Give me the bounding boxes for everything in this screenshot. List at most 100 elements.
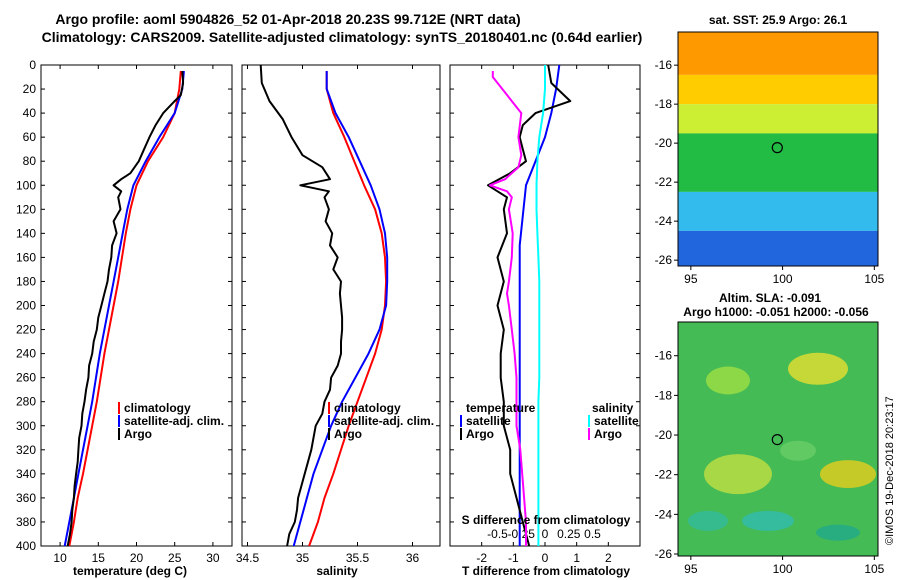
salinity-xlabel: salinity [316,564,358,578]
difference-xlabel: T difference from climatology [462,564,630,578]
y-tick-label: 20 [23,82,37,96]
figure-title-line2: Climatology: CARS2009. Satellite-adjuste… [42,29,643,45]
y-tick-label: -22 [655,468,673,482]
difference-panel: -2 -1 0 1 2 -0.5 -0.25 0 0.25 0.5 [449,64,641,565]
y-tick-label: -18 [655,97,673,111]
y-tick-label: 180 [16,274,36,288]
sla-anomaly [816,524,860,541]
map-frame [677,31,879,267]
x-tick-label: -2 [476,551,487,565]
sst-band [678,74,878,105]
y-tick-label: -20 [655,136,673,150]
y-tick-label: 240 [16,347,36,361]
x-tick-label: 2 [605,551,612,565]
y-tick-label: 40 [23,106,37,120]
sla-anomaly [706,366,750,395]
sla-map: 95 100 105 -16 -18 -20 -22 -24 -26 [655,321,885,576]
sst-band [678,104,878,134]
sla-anomaly [788,352,848,385]
map-frame [677,321,879,557]
x-tick-label: 30 [206,551,220,565]
sla-map-subtitle: Argo h1000: -0.051 h2000: -0.056 [683,305,869,319]
y-tick-label: 220 [16,323,36,337]
top-tick-label: 0 [542,527,549,541]
legend-label-satellite: satellite-adj. clim. [334,414,434,428]
series-line-temperature-satellite [518,64,561,546]
y-tick-label: 80 [23,154,37,168]
difference-legend: temperature salinity satellite Argo sate… [460,401,639,441]
y-tick-label: 100 [16,178,36,192]
x-tick-label: 34.5 [236,551,260,565]
y-tick-label: 60 [23,130,37,144]
y-tick-label: -24 [655,507,673,521]
argo-position-marker [771,142,783,154]
imos-credit: ©IMOS 19-Dec-2018 20:23:17 [884,396,896,545]
legend-header-salinity: salinity [592,401,634,415]
x-tick-label: 95 [684,562,698,576]
legend-label-satellite: satellite-adj. clim. [124,414,224,428]
temperature-legend: climatology satellite-adj. clim. Argo [118,401,224,441]
temperature-xlabel: temperature (deg C) [73,564,187,578]
y-tick-label: -16 [655,58,673,72]
x-tick-label: 10 [53,551,67,565]
series-line-salinity-satellite [535,65,546,546]
x-tick-label: 35 [296,551,310,565]
sst-map: 95 100 105 -16 -18 -20 -22 -24 -26 [655,31,885,286]
y-tick-label: -24 [655,214,673,228]
y-tick-label: -18 [655,388,673,402]
x-tick-label: 95 [684,272,698,286]
legend-label-temp-argo: Argo [466,427,494,441]
top-tick-label: -0.5 [487,527,508,541]
y-tick-label: 380 [16,515,36,529]
y-tick-label: 260 [16,371,36,385]
sst-band [678,32,878,75]
legend-label-argo: Argo [334,427,362,441]
sla-anomaly [820,460,876,489]
x-tick-label: 25 [168,551,182,565]
sla-anomaly [742,510,794,531]
temperature-panel: 0 20 40 60 80 100 120 140 160 180 200 220 240 260 280 3… [16,58,233,565]
x-tick-label: 0 [542,551,549,565]
y-tick-label: -22 [655,175,673,189]
sla-map-title: Altim. SLA: -0.091 [719,291,821,305]
series-line-climatology [68,70,182,547]
x-tick-label: 1 [573,551,580,565]
series-line-satellite-adj-clim- [63,70,185,547]
legend-label-temp-satellite: satellite [466,414,511,428]
sla-anomaly [780,440,816,461]
y-tick-label: -26 [655,253,673,267]
series-line-temperature-argo [487,64,572,547]
y-tick-label: 280 [16,395,36,409]
argo-position-marker [771,433,783,446]
sst-band [678,230,878,266]
legend-label-argo: Argo [124,427,152,441]
legend-label-climatology: climatology [334,401,401,415]
y-tick-label: 200 [16,299,36,313]
sla-anomaly [704,454,772,495]
series-line-argo [259,64,344,547]
y-tick-label: -16 [655,349,673,363]
y-tick-label: 140 [16,226,36,240]
x-tick-label: 105 [864,562,884,576]
x-tick-label: 100 [773,272,793,286]
sla-anomaly [688,510,728,531]
figure-title-line1: Argo profile: aoml 5904826_52 01-Apr-201… [55,11,520,27]
x-tick-label: 36 [406,551,420,565]
x-tick-label: 105 [864,272,884,286]
y-tick-label: 300 [16,419,36,433]
salinity-panel: 34.5 35 35.5 36 [236,64,441,565]
y-tick-label: 400 [16,539,36,553]
series-line-salinity-argo [488,71,527,546]
y-tick-label: -20 [655,428,673,442]
plot-frame [40,64,233,547]
x-tick-label: 15 [92,551,106,565]
top-tick-label: 0.25 [557,527,581,541]
y-tick-label: 120 [16,202,36,216]
sst-band [678,191,878,231]
legend-header-temperature: temperature [466,401,536,415]
salinity-legend: climatology satellite-adj. clim. Argo [328,401,434,441]
sst-map-title: sat. SST: 25.9 Argo: 26.1 [709,13,848,27]
x-tick-label: 100 [773,562,793,576]
x-tick-label: 20 [130,551,144,565]
